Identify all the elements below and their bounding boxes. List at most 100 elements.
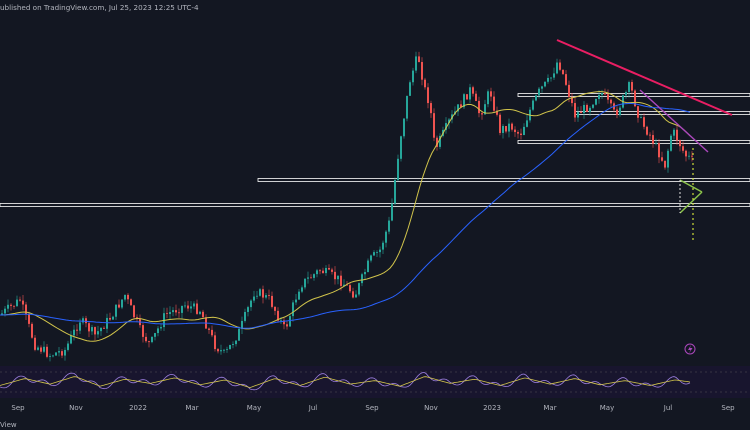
candle-98: [295, 299, 297, 303]
level-2: [517, 140, 750, 144]
candle-49: [148, 341, 150, 343]
candle-146: [439, 135, 441, 147]
candle-77: [232, 344, 234, 345]
candle-73: [220, 350, 222, 352]
candle-162: [487, 91, 489, 105]
candle-70: [211, 329, 213, 336]
candle-217: [652, 135, 654, 144]
candle-4: [13, 305, 15, 307]
candle-17: [52, 355, 54, 357]
candle-125: [376, 252, 378, 253]
candle-226: [679, 140, 681, 147]
candle-141: [424, 79, 426, 88]
candle-24: [73, 329, 75, 336]
candle-69: [208, 328, 210, 330]
candle-53: [160, 327, 162, 329]
candle-223: [670, 135, 672, 151]
candle-107: [322, 270, 324, 274]
candle-206: [619, 107, 621, 116]
candle-25: [76, 329, 78, 331]
candle-7: [22, 300, 24, 305]
candle-218: [655, 142, 657, 144]
candle-212: [637, 106, 639, 118]
ma-fast-line: [0, 90, 691, 342]
candle-193: [580, 111, 582, 114]
candle-111: [334, 271, 336, 280]
candle-110: [331, 269, 333, 272]
candle-185: [556, 62, 558, 74]
candle-123: [370, 255, 372, 261]
candle-21: [64, 349, 66, 356]
candle-59: [178, 312, 180, 314]
candle-90: [271, 295, 273, 307]
candle-61: [184, 305, 186, 307]
candle-159: [478, 100, 480, 114]
candle-22: [67, 343, 69, 350]
lightning-icon[interactable]: [684, 343, 696, 355]
candle-179: [538, 88, 540, 96]
wedge-pattern: [679, 148, 703, 242]
candle-136: [409, 82, 411, 96]
candle-20: [61, 351, 63, 356]
candle-198: [595, 98, 597, 105]
candle-72: [217, 349, 219, 352]
trendline-1: [639, 89, 709, 153]
candle-40: [121, 299, 123, 308]
candle-102: [307, 277, 309, 279]
candle-134: [403, 118, 405, 137]
candle-63: [190, 306, 192, 309]
candle-101: [304, 278, 306, 288]
candle-43: [130, 299, 132, 306]
candle-106: [319, 270, 321, 272]
candle-51: [154, 333, 156, 337]
wedge-upper-line: [679, 179, 703, 193]
candle-41: [124, 294, 126, 300]
candle-15: [46, 346, 48, 357]
candle-140: [421, 62, 423, 80]
moving-averages: [0, 90, 691, 342]
candle-97: [292, 302, 294, 317]
candle-79: [238, 328, 240, 341]
candle-210: [631, 82, 633, 91]
candle-181: [544, 81, 546, 87]
candle-158: [475, 93, 477, 101]
candle-8: [25, 304, 27, 315]
candle-186: [559, 62, 561, 70]
candle-174: [523, 126, 525, 136]
ma-slow-line: [0, 102, 691, 329]
candle-192: [577, 111, 579, 118]
candle-113: [340, 275, 342, 286]
candle-157: [472, 87, 474, 94]
candle-175: [526, 120, 528, 127]
candle-44: [133, 305, 135, 318]
x-tick-label: Jul: [308, 404, 318, 412]
candle-99: [298, 291, 300, 300]
candle-187: [562, 69, 564, 75]
candle-1: [4, 308, 6, 314]
x-tick-label: May: [247, 404, 261, 412]
candle-112: [337, 275, 339, 280]
candle-208: [625, 91, 627, 96]
candle-202: [607, 94, 609, 100]
x-tick-label: Jul: [663, 404, 673, 412]
rsi-background: [0, 366, 750, 398]
candle-32: [97, 331, 99, 335]
candle-47: [142, 325, 144, 337]
candle-177: [532, 100, 534, 110]
candle-100: [301, 287, 303, 292]
published-info: ublished on TradingView.com, Jul 25, 202…: [0, 3, 199, 12]
candle-6: [19, 299, 21, 301]
candle-75: [226, 349, 228, 350]
candle-66: [199, 311, 201, 314]
candle-156: [469, 87, 471, 100]
candle-124: [373, 252, 375, 256]
candle-78: [235, 340, 237, 345]
x-tick-label: May: [600, 404, 614, 412]
candle-145: [436, 137, 438, 147]
x-tick-label: 2022: [129, 404, 147, 412]
candle-139: [418, 56, 420, 63]
rsi-line: [0, 371, 691, 391]
candle-224: [673, 129, 675, 136]
candle-164: [493, 96, 495, 111]
